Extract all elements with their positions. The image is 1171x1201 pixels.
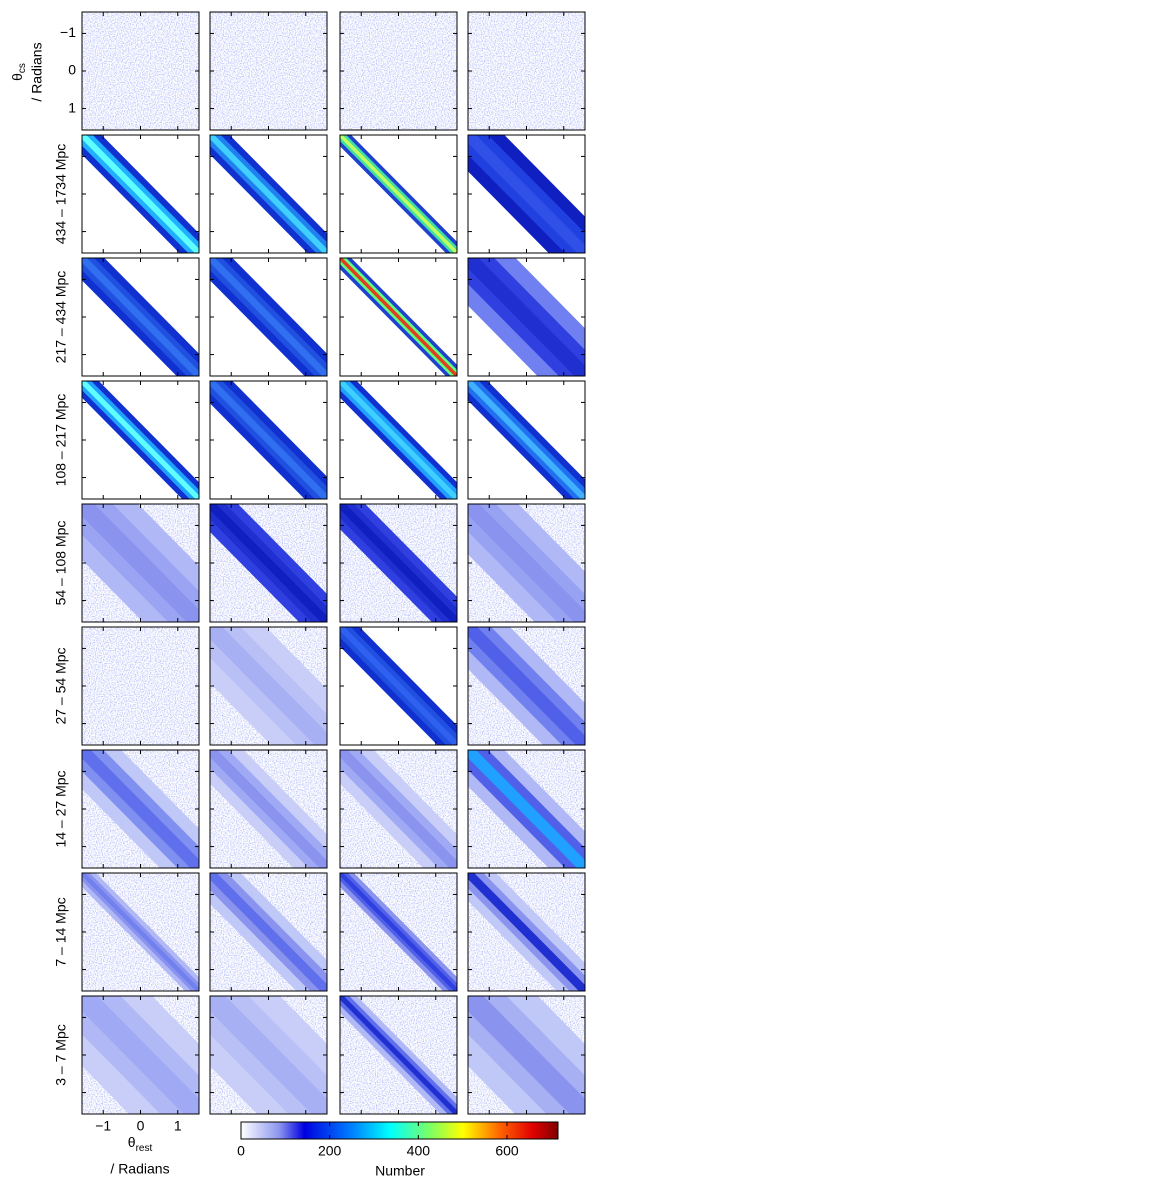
panel [81,134,200,254]
row-label: 7 – 14 Mpc [53,897,69,966]
band [82,504,199,622]
panel [81,626,200,746]
panel [467,11,586,131]
row-label: 14 – 27 Mpc [53,770,69,847]
y-tick-label: 1 [68,99,76,115]
band [340,504,457,622]
band [210,135,327,253]
panel [209,749,328,869]
band [468,504,585,622]
band [340,627,457,745]
speckle [340,12,457,130]
panel [209,380,328,500]
y-tick-label: −1 [60,24,76,40]
row-label: 54 – 108 Mpc [53,521,69,606]
band [340,258,457,376]
panel [339,380,458,500]
panel [81,257,200,377]
panel [81,995,200,1115]
x-tick-label: 1 [174,1118,182,1134]
band [210,381,327,499]
band [210,504,327,622]
panel [467,749,586,869]
band [468,873,585,991]
speckle [210,12,327,130]
x-label: θrest [128,1134,153,1154]
band [210,258,327,376]
panel [81,872,200,992]
band [210,996,327,1114]
x-label-unit: / Radians [110,1161,169,1177]
colorbar [240,1121,559,1140]
band [468,135,585,253]
panel [339,503,458,623]
panel [81,11,200,131]
band [340,381,457,499]
row-label: 3 – 7 Mpc [53,1024,69,1085]
panel [209,995,328,1115]
panel [467,872,586,992]
band [82,750,199,868]
row-label: 108 – 217 Mpc [53,394,69,487]
band [340,873,457,991]
panel [467,134,586,254]
y-label-unit: / Radians [29,42,45,101]
panel [209,626,328,746]
band [468,627,585,745]
panel [339,257,458,377]
y-label: θcs [9,63,28,81]
band [82,381,199,499]
band [210,750,327,868]
band [82,258,199,376]
panel [339,134,458,254]
row-label: 27 – 54 Mpc [53,647,69,724]
band [468,750,585,868]
panel [339,749,458,869]
band [210,627,327,745]
panel [209,134,328,254]
colorbar-tick-label: 600 [495,1143,519,1159]
panel [467,380,586,500]
band [210,873,327,991]
panel [467,257,586,377]
band [82,135,199,253]
panel [467,503,586,623]
panel [81,749,200,869]
x-tick-label: −1 [95,1118,111,1134]
speckle [82,12,199,130]
band [340,135,457,253]
panel [339,11,458,131]
panel [81,380,200,500]
band [468,258,585,376]
colorbar-tick-label: 400 [407,1143,431,1159]
row-label: 434 – 1734 Mpc [53,144,69,244]
speckle [82,627,199,745]
panel [467,995,586,1115]
band [340,996,457,1114]
panel [339,995,458,1115]
y-tick-label: 0 [68,62,76,78]
panel [209,11,328,131]
band [82,873,199,991]
panel [467,626,586,746]
panel [209,503,328,623]
panel [209,257,328,377]
band [468,996,585,1114]
colorbar-label: Number [375,1163,425,1179]
band [340,750,457,868]
row-label: 217 – 434 Mpc [53,271,69,364]
speckle [468,12,585,130]
colorbar-tick-label: 200 [318,1143,342,1159]
band [82,996,199,1114]
panel [209,872,328,992]
panel [339,872,458,992]
panel [339,626,458,746]
x-tick-label: 0 [137,1118,145,1134]
band [468,381,585,499]
panel [81,503,200,623]
colorbar-tick-label: 0 [237,1143,245,1159]
